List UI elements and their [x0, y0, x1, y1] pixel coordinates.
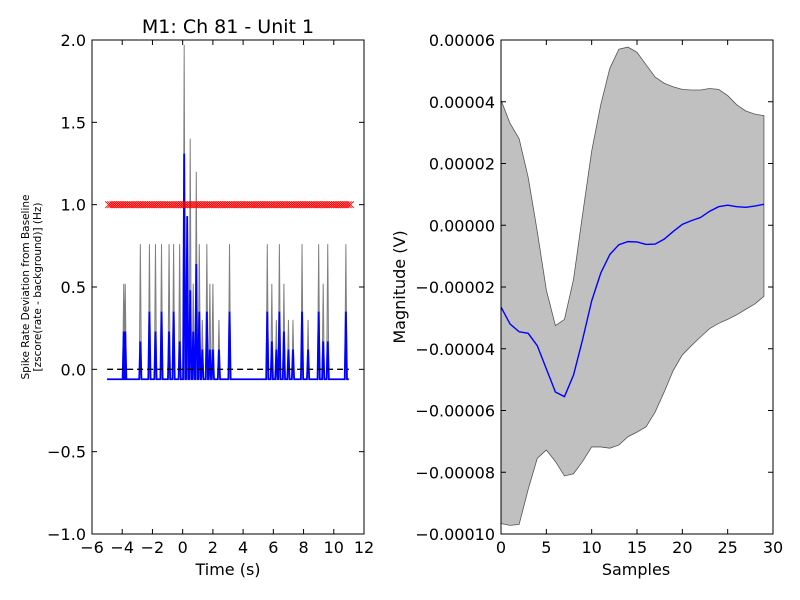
left-y-ticks: −1.0 −0.5 0.0 0.5 1.0 1.5 2.0 — [47, 31, 364, 544]
right-y-axis-label: Magnitude (V) — [390, 230, 409, 343]
left-chart-title: M1: Ch 81 - Unit 1 — [142, 16, 314, 38]
left-x-tick-label: 2 — [208, 538, 218, 557]
right-y-tick-label: −0.00010 — [415, 525, 495, 544]
right-x-tick-label: 5 — [541, 538, 551, 557]
left-x-tick-label: 4 — [238, 538, 248, 557]
left-x-tick-label: 12 — [354, 538, 374, 557]
left-x-ticks: −6 −4 −2 0 2 4 6 8 10 12 — [80, 40, 374, 557]
right-x-tick-label: 25 — [717, 538, 737, 557]
right-y-tick-label: −0.00006 — [415, 402, 495, 421]
left-y-tick-label: −0.5 — [47, 443, 86, 462]
upper-bound-line — [107, 44, 349, 380]
right-x-tick-label: 20 — [672, 538, 692, 557]
left-x-tick-label: −2 — [141, 538, 165, 557]
right-y-tick-label: 0.00000 — [429, 216, 495, 235]
mean-rate-line — [107, 153, 349, 381]
left-y-tick-label: −1.0 — [47, 525, 86, 544]
left-y-tick-label: 1.0 — [61, 196, 86, 215]
left-y-axis-label-units: [zscore(rate - background)] (Hz) — [32, 203, 44, 372]
right-x-tick-label: 0 — [496, 538, 506, 557]
left-x-axis-label: Time (s) — [194, 560, 260, 579]
right-y-tick-label: 0.00006 — [429, 31, 495, 50]
right-x-tick-label: 10 — [581, 538, 601, 557]
right-x-ticks: 0 5 10 15 20 25 30 — [496, 40, 783, 557]
left-y-tick-label: 0.0 — [61, 360, 86, 379]
right-x-tick-label: 15 — [627, 538, 647, 557]
right-x-tick-label: 30 — [763, 538, 783, 557]
right-y-tick-label: −0.00008 — [415, 463, 495, 482]
left-x-tick-label: 8 — [298, 538, 308, 557]
right-chart-marks — [500, 46, 765, 526]
right-y-tick-label: 0.00002 — [429, 155, 495, 174]
mean-waveform-line — [500, 203, 765, 398]
left-y-tick-label: 1.5 — [61, 113, 86, 132]
left-x-tick-label: −6 — [80, 538, 104, 557]
right-chart: 0 5 10 15 20 25 30 −0.00010−0.00008−0.00006−0.… — [390, 31, 783, 579]
left-x-tick-label: 10 — [324, 538, 344, 557]
left-x-tick-label: 6 — [268, 538, 278, 557]
left-y-tick-label: 0.5 — [61, 278, 86, 297]
right-y-ticks: −0.00010 −0.00008 −0.00006 −0.00004 −0.00002… — [415, 31, 773, 544]
x-marker — [344, 200, 352, 209]
right-x-axis-label: Samples — [602, 560, 670, 579]
left-chart: M1: Ch 81 - Unit 1 −6 −4 −2 0 2 4 6 8 10 12 −1.0−… — [20, 16, 374, 579]
left-y-tick-label: 2.0 — [61, 31, 86, 50]
left-x-tick-label: −4 — [110, 538, 134, 557]
std-band-area — [500, 46, 765, 526]
left-chart-marks — [104, 44, 355, 381]
x-marker — [346, 200, 355, 209]
left-y-axis-label: Spike Rate Deviation from Baseline — [20, 194, 32, 379]
right-y-tick-label: −0.00004 — [415, 340, 495, 359]
right-y-tick-label: 0.00004 — [429, 93, 495, 112]
right-y-tick-label: −0.00002 — [415, 278, 495, 297]
left-x-tick-label: 0 — [178, 538, 188, 557]
